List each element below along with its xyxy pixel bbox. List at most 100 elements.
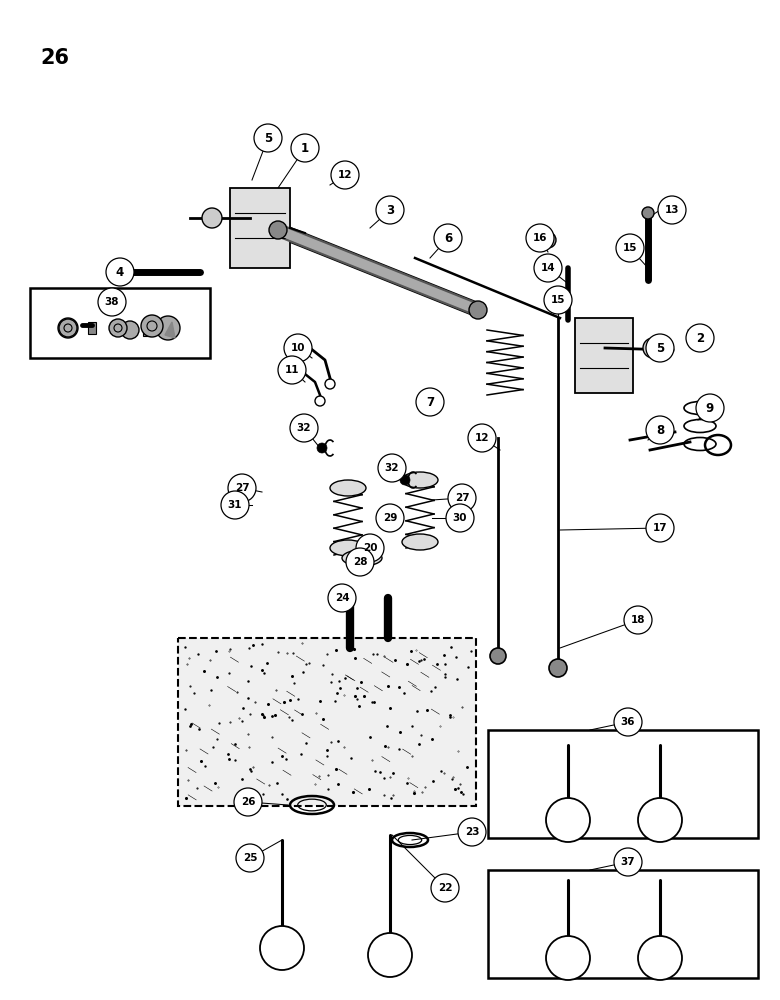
- Circle shape: [59, 319, 77, 337]
- Ellipse shape: [330, 480, 366, 496]
- Circle shape: [638, 936, 682, 980]
- Bar: [30, 288, 210, 358]
- Text: 38: 38: [105, 297, 119, 307]
- Ellipse shape: [342, 550, 382, 566]
- Circle shape: [269, 221, 287, 239]
- Circle shape: [109, 319, 127, 337]
- Circle shape: [638, 798, 682, 842]
- Text: 14: 14: [541, 263, 555, 273]
- Circle shape: [646, 514, 674, 542]
- Circle shape: [317, 443, 327, 453]
- Circle shape: [376, 504, 404, 532]
- Bar: [575, 318, 633, 393]
- Circle shape: [290, 414, 318, 442]
- Text: 18: 18: [631, 615, 645, 625]
- Text: 32: 32: [296, 423, 311, 433]
- Text: 12: 12: [475, 433, 489, 443]
- Text: 15: 15: [551, 295, 566, 305]
- Text: 30: 30: [452, 513, 467, 523]
- Circle shape: [156, 316, 180, 340]
- Circle shape: [624, 606, 652, 634]
- Circle shape: [490, 648, 506, 664]
- Circle shape: [376, 196, 404, 224]
- Circle shape: [98, 288, 126, 316]
- Circle shape: [540, 232, 556, 248]
- Circle shape: [236, 844, 264, 872]
- Circle shape: [291, 134, 319, 162]
- Text: 9: 9: [706, 401, 714, 414]
- Circle shape: [696, 394, 724, 422]
- Circle shape: [356, 534, 384, 562]
- Text: 32: 32: [385, 463, 399, 473]
- Text: 10: 10: [291, 343, 305, 353]
- Circle shape: [658, 196, 686, 224]
- Circle shape: [431, 874, 459, 902]
- Circle shape: [469, 301, 487, 319]
- Text: 28: 28: [353, 557, 367, 567]
- Circle shape: [328, 584, 356, 612]
- Ellipse shape: [402, 472, 438, 488]
- Circle shape: [446, 504, 474, 532]
- Text: 37: 37: [621, 857, 636, 867]
- Text: 15: 15: [622, 243, 637, 253]
- Circle shape: [106, 258, 134, 286]
- Circle shape: [284, 334, 312, 362]
- Text: 12: 12: [338, 170, 353, 180]
- Text: 5: 5: [656, 342, 664, 355]
- Circle shape: [331, 161, 359, 189]
- Circle shape: [614, 848, 642, 876]
- Circle shape: [448, 484, 476, 512]
- Circle shape: [614, 708, 642, 736]
- Circle shape: [686, 324, 714, 352]
- Text: 25: 25: [243, 853, 257, 863]
- Circle shape: [278, 356, 306, 384]
- Text: 27: 27: [235, 483, 250, 493]
- Text: 1: 1: [301, 141, 309, 154]
- Bar: [178, 638, 476, 806]
- Circle shape: [546, 798, 590, 842]
- Text: 24: 24: [335, 593, 349, 603]
- Circle shape: [549, 659, 567, 677]
- Text: 6: 6: [444, 232, 452, 244]
- Text: 8: 8: [656, 424, 664, 436]
- Ellipse shape: [330, 540, 366, 556]
- Text: 4: 4: [116, 265, 124, 278]
- Polygon shape: [165, 322, 175, 338]
- Circle shape: [468, 424, 496, 452]
- Circle shape: [646, 416, 674, 444]
- Bar: [488, 870, 758, 978]
- Circle shape: [526, 224, 554, 252]
- Circle shape: [121, 321, 139, 339]
- Circle shape: [534, 254, 562, 282]
- Text: 26: 26: [241, 797, 255, 807]
- Bar: [230, 188, 290, 268]
- Text: 13: 13: [665, 205, 679, 215]
- Circle shape: [234, 788, 262, 816]
- Text: 26: 26: [40, 48, 69, 68]
- Circle shape: [646, 334, 674, 362]
- Circle shape: [546, 936, 590, 980]
- Text: 3: 3: [386, 204, 394, 217]
- Text: 17: 17: [653, 523, 668, 533]
- Text: 23: 23: [465, 827, 479, 837]
- Circle shape: [642, 207, 654, 219]
- Circle shape: [368, 933, 412, 977]
- Text: 31: 31: [228, 500, 243, 510]
- Text: 22: 22: [438, 883, 452, 893]
- Text: 5: 5: [264, 131, 272, 144]
- Bar: [88, 322, 96, 334]
- Circle shape: [228, 474, 256, 502]
- Circle shape: [58, 318, 78, 338]
- Circle shape: [260, 926, 304, 970]
- Circle shape: [254, 124, 282, 152]
- Text: 7: 7: [426, 395, 434, 408]
- Circle shape: [643, 338, 663, 358]
- Circle shape: [202, 208, 222, 228]
- Circle shape: [378, 454, 406, 482]
- Circle shape: [616, 234, 644, 262]
- Text: 27: 27: [455, 493, 470, 503]
- Circle shape: [221, 491, 249, 519]
- Ellipse shape: [402, 534, 438, 550]
- Circle shape: [400, 475, 410, 485]
- Circle shape: [346, 548, 374, 576]
